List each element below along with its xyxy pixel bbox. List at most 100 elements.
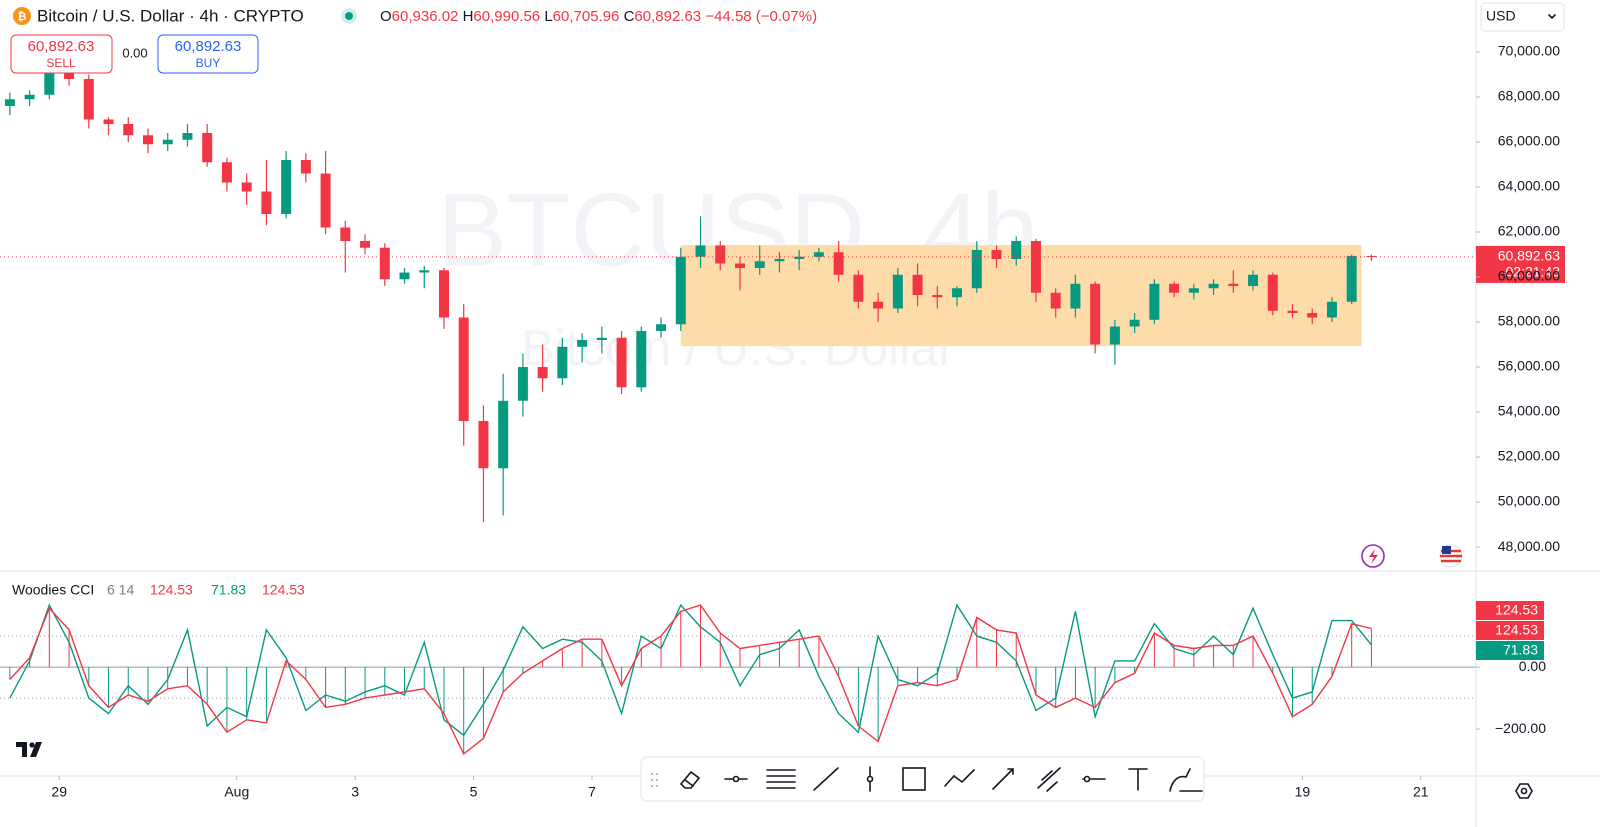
currency-label: USD xyxy=(1486,8,1516,24)
countdown-label: 02:21:43 xyxy=(1506,264,1561,280)
candle-body xyxy=(656,324,667,332)
candle-body xyxy=(261,191,272,215)
currency-box xyxy=(1480,2,1565,32)
candle-body xyxy=(360,241,371,248)
candle-body xyxy=(103,119,114,124)
ohlc-value: 60,936.02 xyxy=(392,8,459,25)
x-tick-label: 29 xyxy=(51,784,67,800)
toolbar-grip[interactable] xyxy=(651,773,658,787)
candle-body xyxy=(557,346,568,379)
y-tick-label: −200.00 xyxy=(1495,720,1546,736)
ohlc-key: H xyxy=(463,8,474,25)
candle-body xyxy=(1090,283,1101,345)
y-tick-label: 50,000.00 xyxy=(1498,493,1560,509)
candle-body xyxy=(636,331,647,388)
axis-value-box xyxy=(1476,601,1544,620)
y-tick-label: 64,000.00 xyxy=(1498,178,1560,194)
text-tool[interactable] xyxy=(1128,768,1148,791)
y-tick-label: 48,000.00 xyxy=(1498,538,1560,554)
tool-handle xyxy=(1083,775,1091,783)
range-box xyxy=(680,245,1362,347)
candle-body xyxy=(241,182,252,192)
tv-logo[interactable] xyxy=(16,742,42,757)
channel-tool[interactable] xyxy=(1037,767,1061,792)
tv-logo-v xyxy=(30,742,42,757)
rectangle-tool[interactable] xyxy=(902,767,926,791)
arrow-tool[interactable] xyxy=(992,768,1014,790)
x-tick-label: 19 xyxy=(1295,784,1311,800)
candle-body xyxy=(734,263,745,269)
currency-caret xyxy=(1548,14,1556,20)
candle-body xyxy=(616,337,627,388)
candle-body xyxy=(221,162,232,183)
lightning-icon[interactable] xyxy=(1361,544,1385,568)
indicator-params: 6 14 xyxy=(107,582,134,598)
symbol-title[interactable]: Bitcoin / U.S. Dollar · 4h · CRYPTO xyxy=(37,6,304,25)
currency-select[interactable]: USD xyxy=(1480,2,1565,32)
y-tick-label: 60,000.00 xyxy=(1498,268,1560,284)
candle-body xyxy=(1287,310,1298,314)
candle-body xyxy=(498,400,509,469)
candle-body xyxy=(517,367,528,401)
x-tick-label: 3 xyxy=(351,784,359,800)
fib-tool[interactable] xyxy=(766,769,796,789)
tv-logo-t xyxy=(16,742,27,757)
x-tick-label: 5 xyxy=(470,784,478,800)
btc-logo-glyph: ₿ xyxy=(18,11,27,23)
candle-body xyxy=(754,261,765,269)
tv-logo-dot xyxy=(29,742,35,748)
sell-box xyxy=(10,34,113,74)
y-tick-label: 58,000.00 xyxy=(1498,313,1560,329)
candle-body xyxy=(438,270,449,318)
flag-canton xyxy=(1442,546,1451,554)
y-tick-label: 52,000.00 xyxy=(1498,448,1560,464)
buy-button[interactable]: 60,892.63 BUY xyxy=(157,34,259,74)
axis-value-label: 124.53 xyxy=(1495,622,1538,638)
candle-body xyxy=(675,256,686,325)
candle-body xyxy=(4,99,15,106)
buy-label: BUY xyxy=(196,56,221,70)
ohlc-legend: O60,936.02 H60,990.56 L60,705.96 C60,892… xyxy=(380,8,817,25)
last-price-label: 60,892.63 xyxy=(1498,248,1560,264)
candle-body xyxy=(1307,313,1318,318)
gear-hole xyxy=(1520,787,1528,795)
candle-body xyxy=(281,159,292,215)
candle-body xyxy=(813,252,824,257)
candle-body xyxy=(873,301,884,309)
ohlc-value: 60,990.56 xyxy=(473,8,540,25)
candle-body xyxy=(340,227,351,242)
lightning-ring xyxy=(1361,544,1385,568)
settings-icon[interactable] xyxy=(1515,783,1533,799)
brush-tool[interactable] xyxy=(1169,768,1203,792)
candle-body xyxy=(182,132,193,140)
sell-button[interactable]: 60,892.63 SELL xyxy=(10,34,113,74)
axis-value-box xyxy=(1476,621,1544,640)
gear-hex xyxy=(1515,783,1533,799)
legend-value: 71.83 xyxy=(211,582,246,598)
y-tick-label: 0.00 xyxy=(1519,658,1546,674)
flag-icon[interactable] xyxy=(1439,544,1463,568)
path-tool[interactable] xyxy=(944,769,975,787)
candle-body xyxy=(1346,255,1357,302)
x-tick-label: 21 xyxy=(1413,784,1429,800)
candle-body xyxy=(853,274,864,302)
candle-body xyxy=(320,173,331,228)
price-pane xyxy=(0,45,1476,523)
candle-body xyxy=(932,295,943,298)
cci-line xyxy=(9,603,1372,737)
candle-body xyxy=(715,245,726,264)
spread: 0.00 xyxy=(122,45,147,60)
eraser-tool[interactable] xyxy=(679,770,701,789)
price-change: −44.58 (−0.07%) xyxy=(705,8,817,25)
candle-body xyxy=(833,252,844,275)
candle-body xyxy=(202,132,213,163)
axis-value-box xyxy=(1476,641,1544,660)
axis-value-label: 71.83 xyxy=(1503,642,1538,658)
btc-logo xyxy=(13,7,31,25)
candle-body xyxy=(1129,319,1140,327)
trend-line-tool[interactable] xyxy=(813,767,839,791)
toolbar-box xyxy=(640,756,1205,802)
sell-label: SELL xyxy=(46,56,76,70)
